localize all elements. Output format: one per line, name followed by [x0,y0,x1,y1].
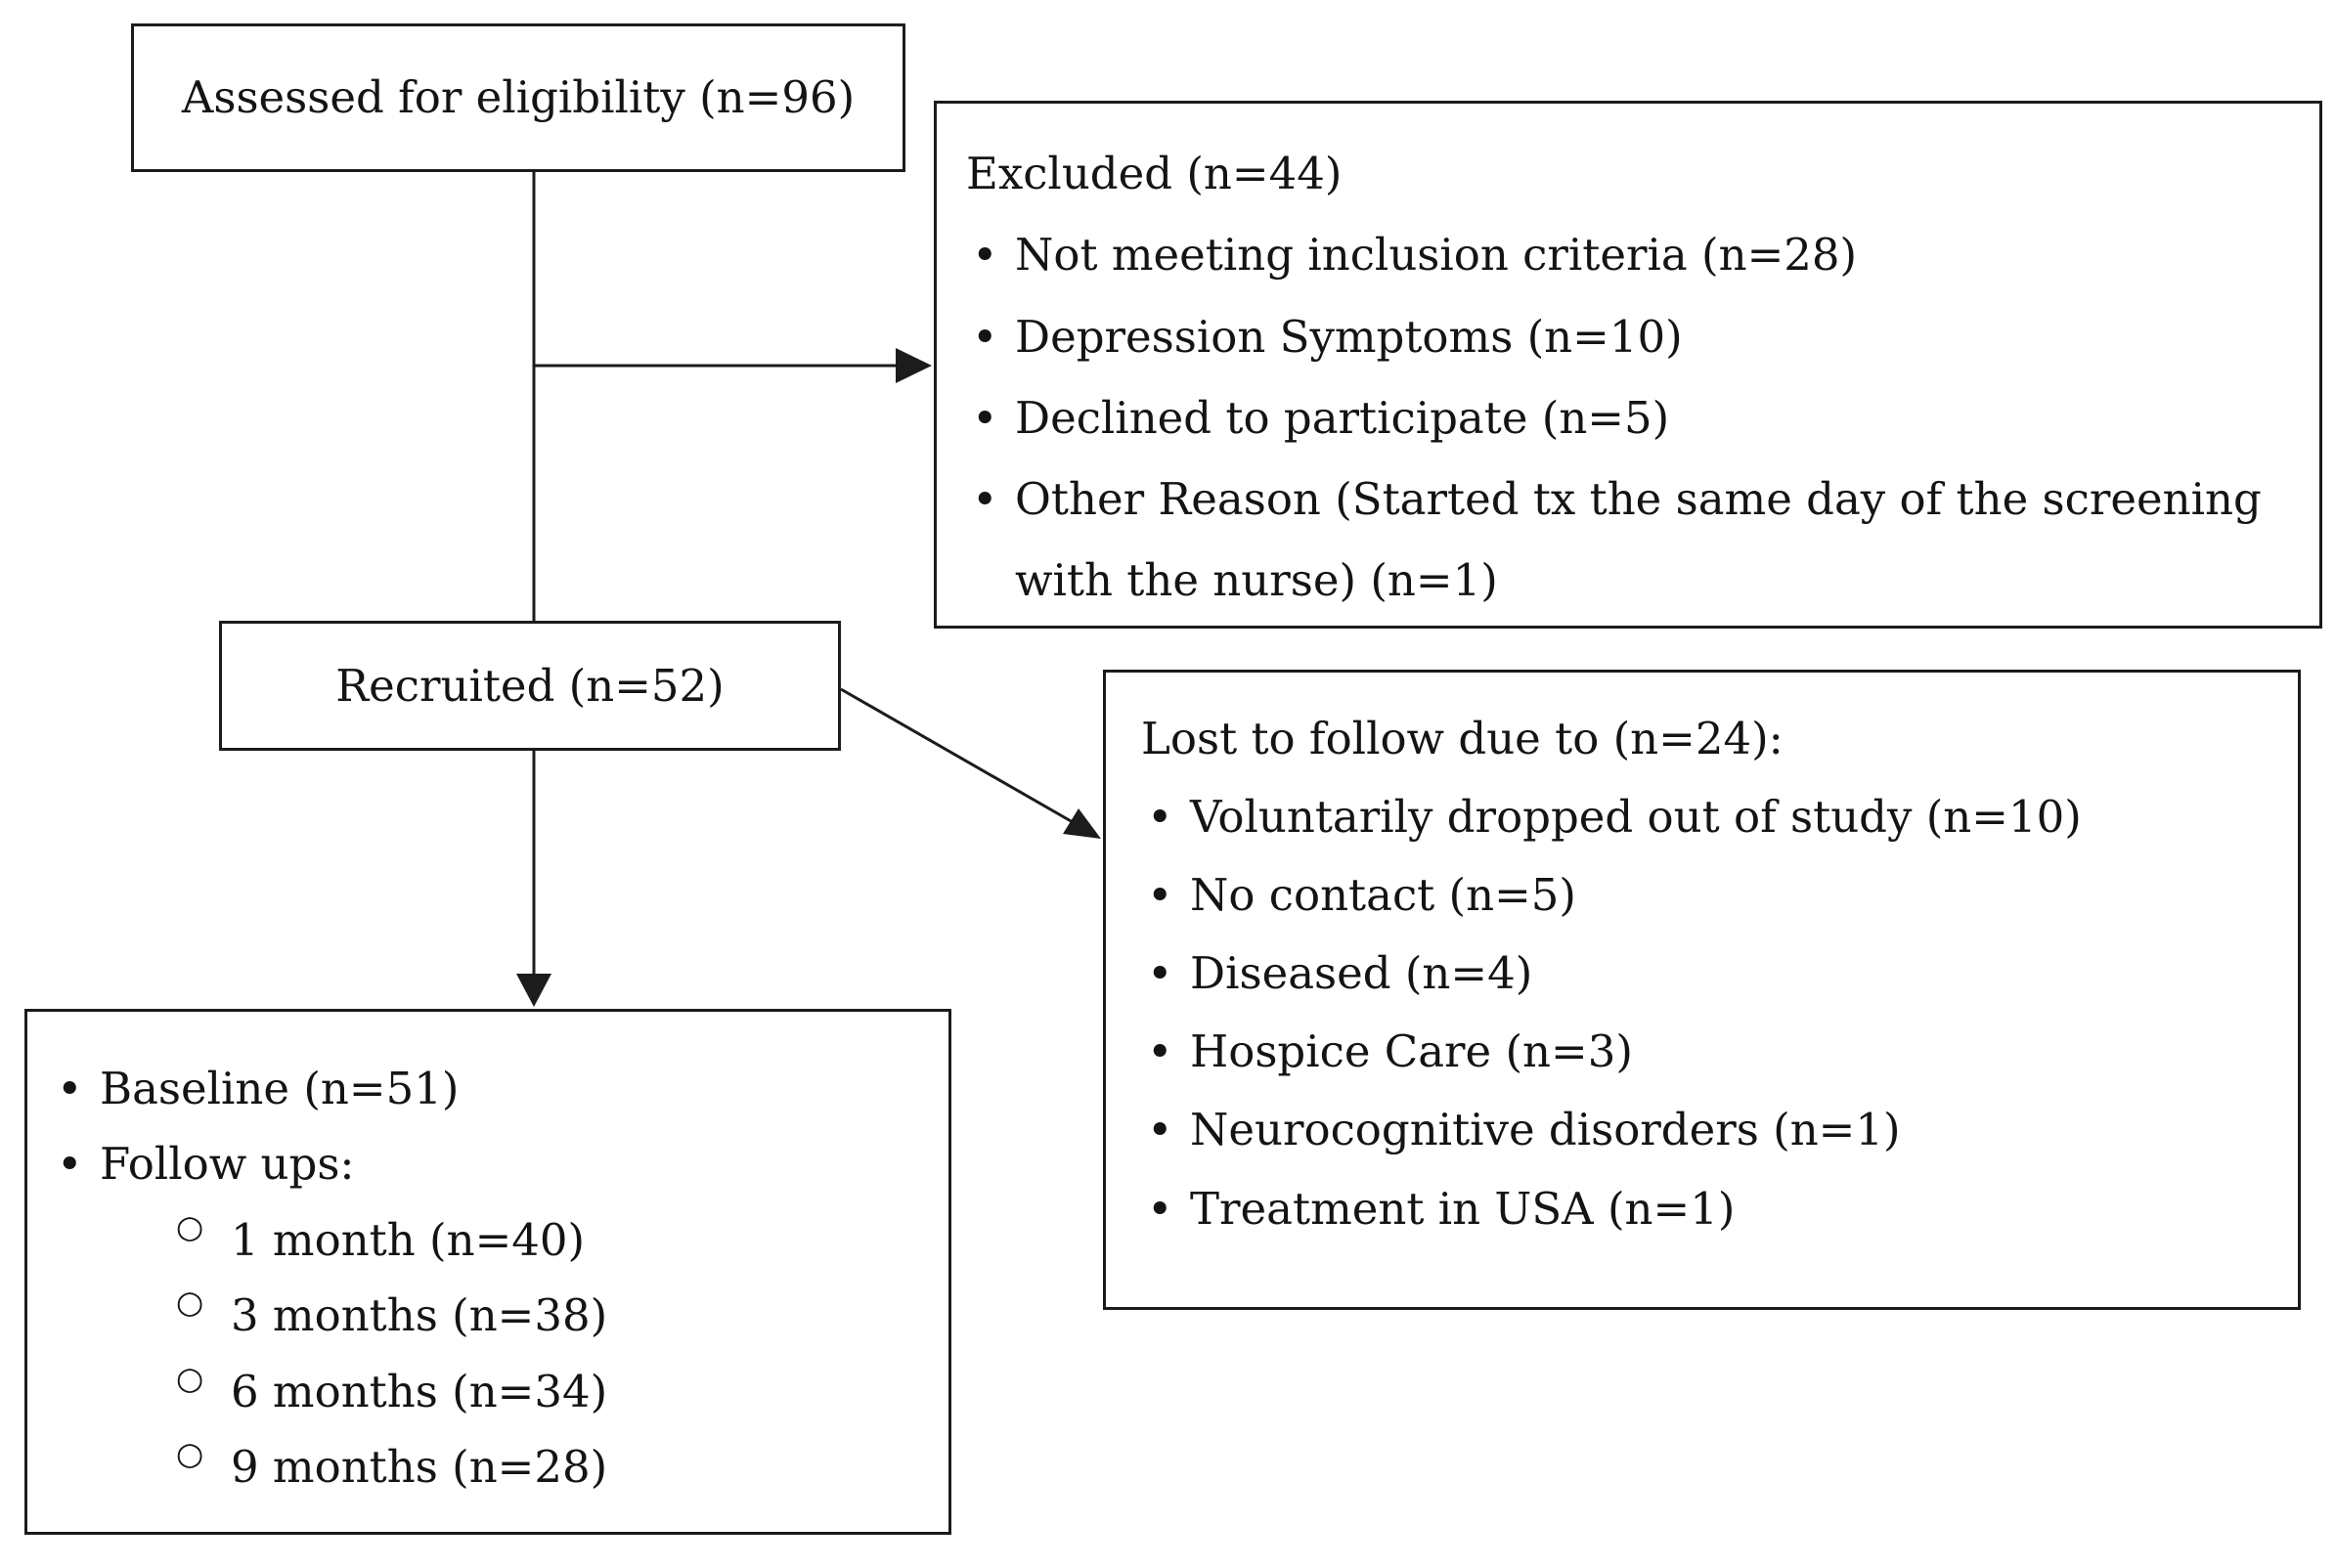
list-item: Declined to participate (n=5) [966,377,2276,459]
list-item: Treatment in USA (n=1) [1141,1170,2274,1248]
excluded-box: Excluded (n=44) Not meeting inclusion cr… [934,101,2322,629]
assessed-label: Assessed for eligibility (n=96) [181,71,856,124]
list-item: Depression Symptoms (n=10) [966,296,2276,378]
lost-title: Lost to follow due to (n=24): [1141,713,1784,764]
assessed-box: Assessed for eligibility (n=96) [131,23,905,172]
list-item: 6 months (n=34) [168,1352,925,1429]
recruited-box: Recruited (n=52) [219,621,841,751]
followup-sublist: 1 month (n=40) 3 months (n=38) 6 months … [168,1200,925,1505]
lost-list: Voluntarily dropped out of study (n=10) … [1141,778,2274,1248]
recruited-label: Recruited (n=52) [335,659,725,712]
list-item: 1 month (n=40) [168,1200,925,1278]
list-item: Voluntarily dropped out of study (n=10) [1141,778,2274,856]
arrowhead-excluded-icon [896,348,932,383]
list-item: 3 months (n=38) [168,1276,925,1353]
list-item: 9 months (n=28) [168,1427,925,1504]
list-item: Diseased (n=4) [1141,935,2274,1013]
assessment-schedule-box: Baseline (n=51) Follow ups: 1 month (n=4… [24,1009,951,1535]
arrowhead-schedule-icon [516,974,551,1007]
list-item: Neurocognitive disorders (n=1) [1141,1091,2274,1169]
list-item: Hospice Care (n=3) [1141,1013,2274,1091]
connector-recruited-to-lost [840,687,1074,824]
list-item: No contact (n=5) [1141,856,2274,935]
arrowhead-lost-icon [1063,808,1101,839]
list-item: Baseline (n=51) [51,1051,925,1127]
list-item: Follow ups: 1 month (n=40) 3 months (n=3… [51,1126,925,1504]
lost-to-follow-box: Lost to follow due to (n=24): Voluntaril… [1103,670,2301,1310]
schedule-list: Baseline (n=51) Follow ups: 1 month (n=4… [51,1051,925,1504]
excluded-title: Excluded (n=44) [966,148,1343,199]
list-item: Not meeting inclusion criteria (n=28) [966,214,2276,296]
excluded-list: Not meeting inclusion criteria (n=28) De… [966,214,2290,621]
list-item: Other Reason (Started tx the same day of… [966,458,2276,622]
